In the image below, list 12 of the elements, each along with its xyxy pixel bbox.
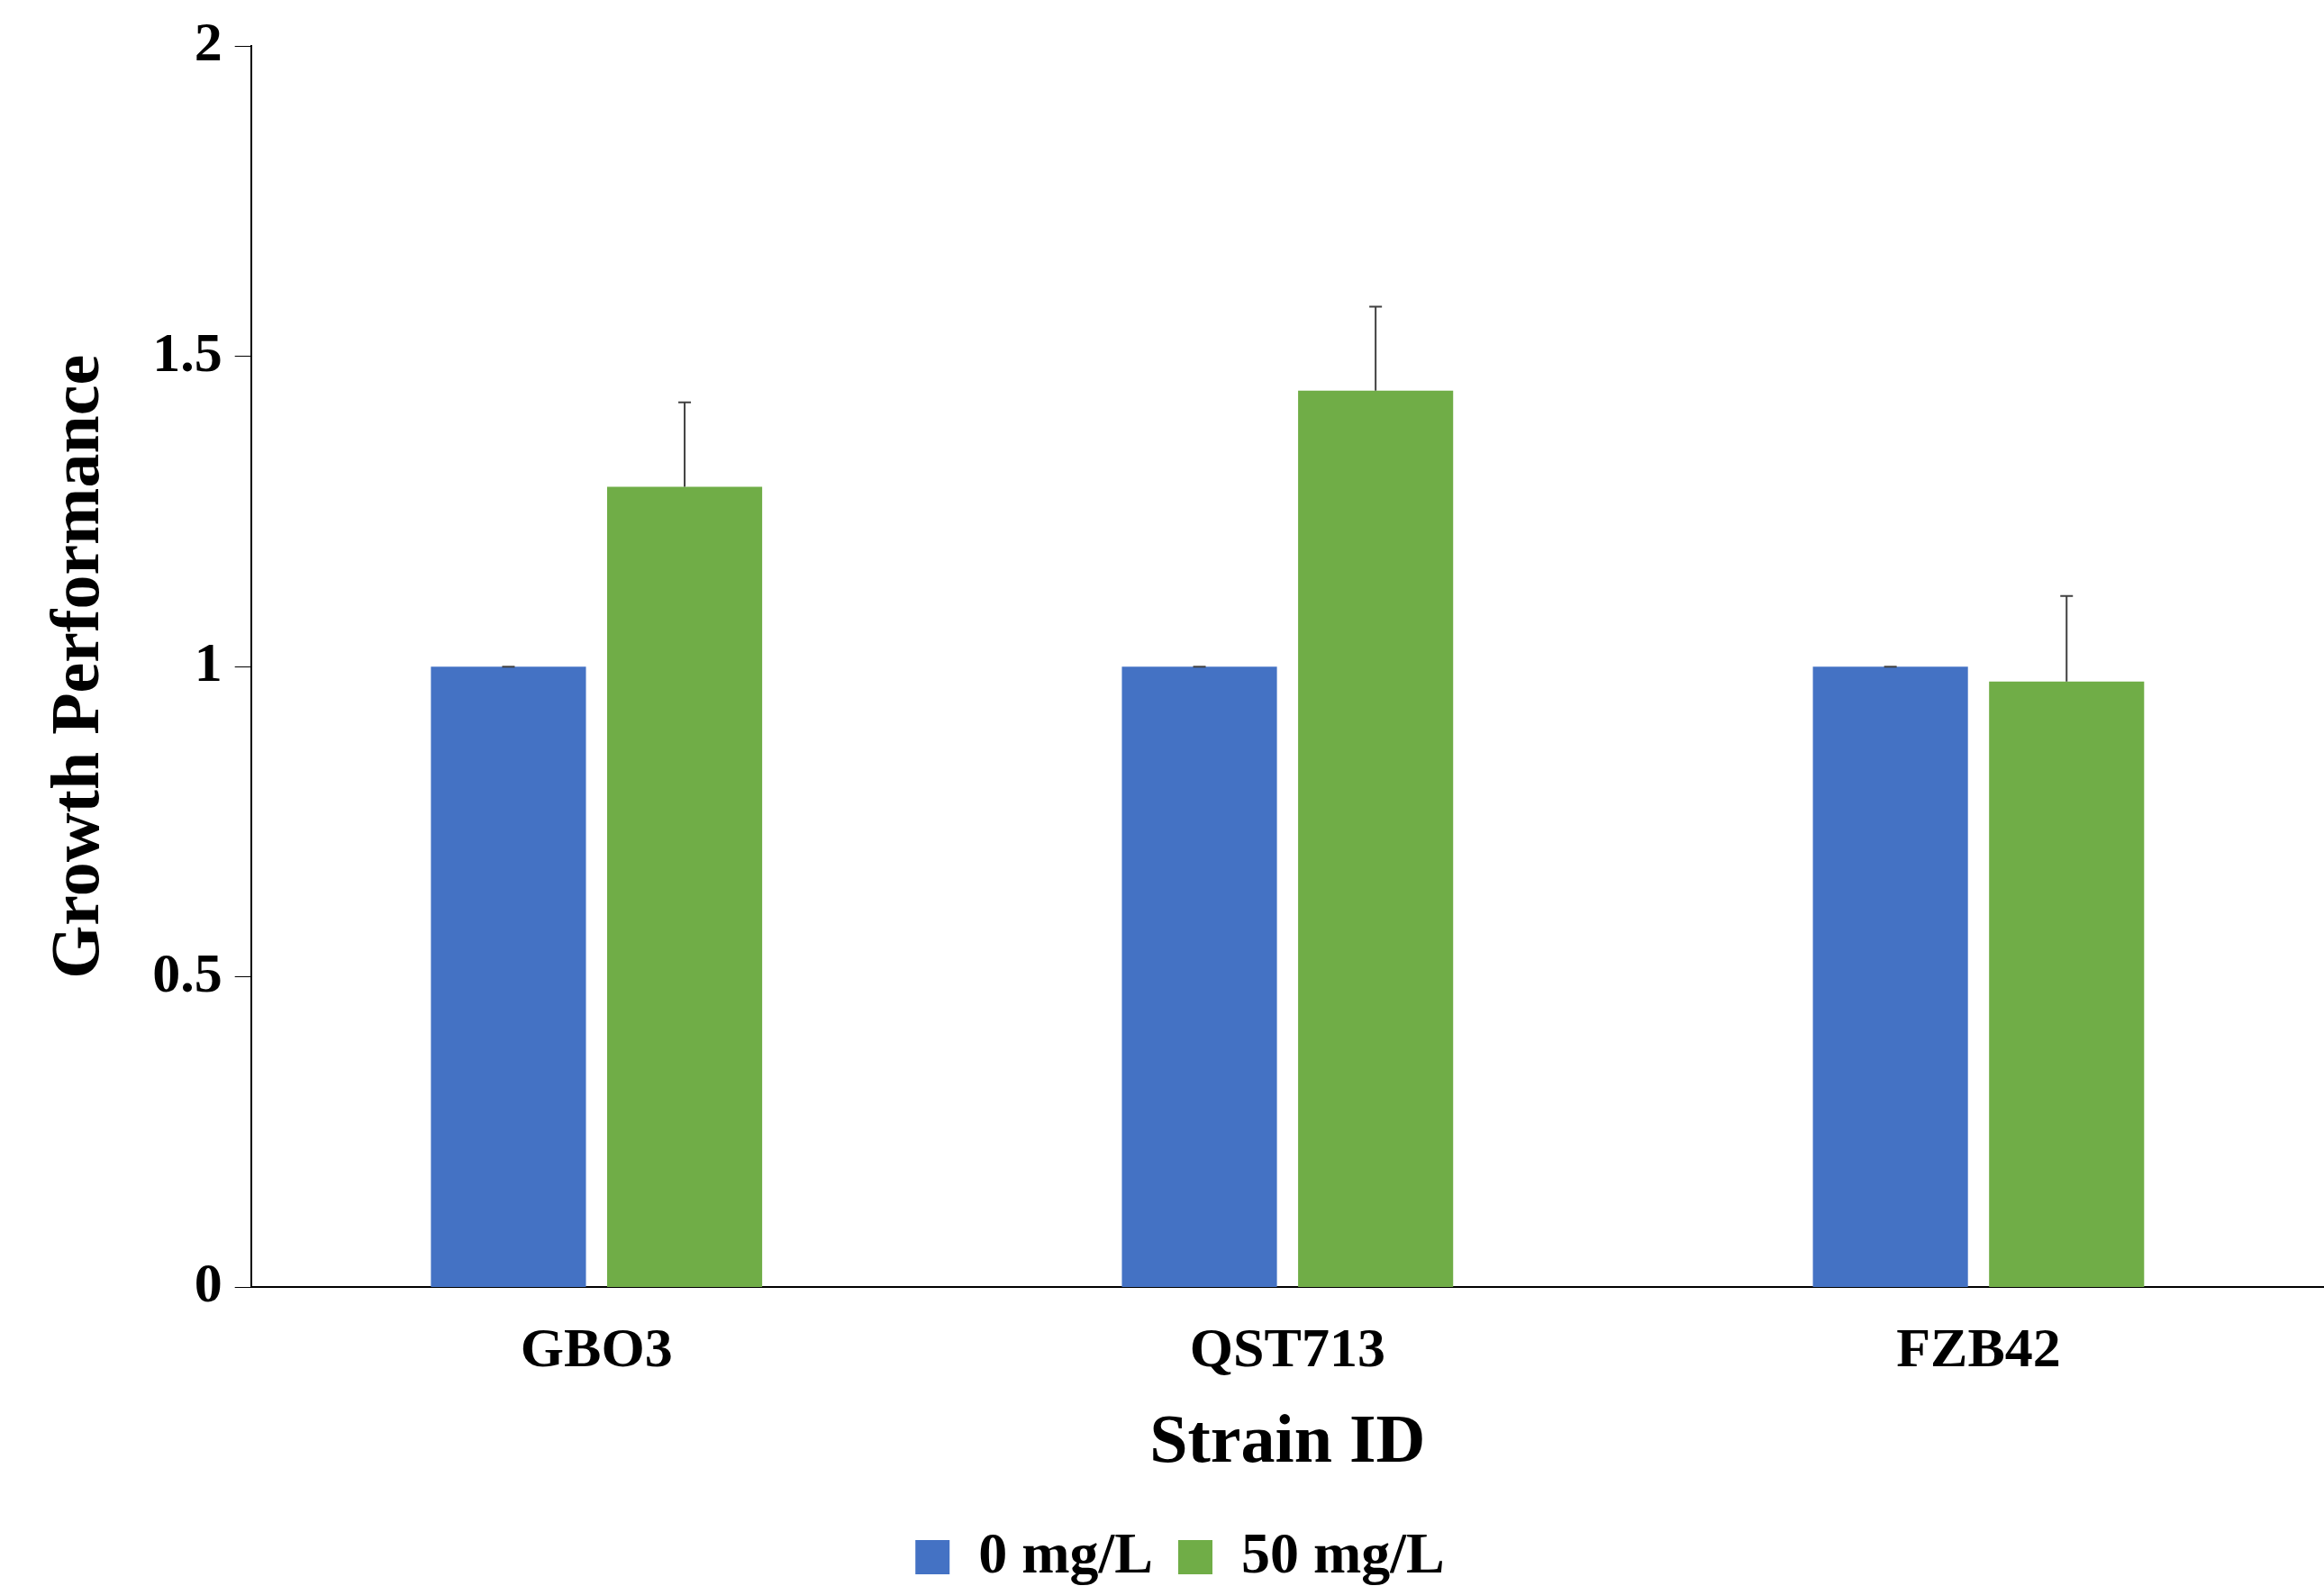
x-tick-label: FZB42 bbox=[1896, 1316, 2061, 1378]
y-tick-label: 1 bbox=[194, 631, 222, 693]
legend-label: 50 mg/L bbox=[1241, 1520, 1445, 1585]
legend-label: 0 mg/L bbox=[978, 1520, 1153, 1585]
y-tick-label: 0.5 bbox=[152, 941, 222, 1003]
y-tick-label: 1.5 bbox=[152, 321, 222, 383]
y-tick-label: 0 bbox=[194, 1252, 222, 1314]
y-tick-label: 2 bbox=[194, 11, 222, 73]
x-tick-label: QST713 bbox=[1189, 1316, 1385, 1378]
x-tick-label: GBO3 bbox=[520, 1316, 673, 1378]
y-axis-title: Growth Performance bbox=[37, 354, 113, 979]
x-axis-title: Strain ID bbox=[1149, 1400, 1426, 1477]
